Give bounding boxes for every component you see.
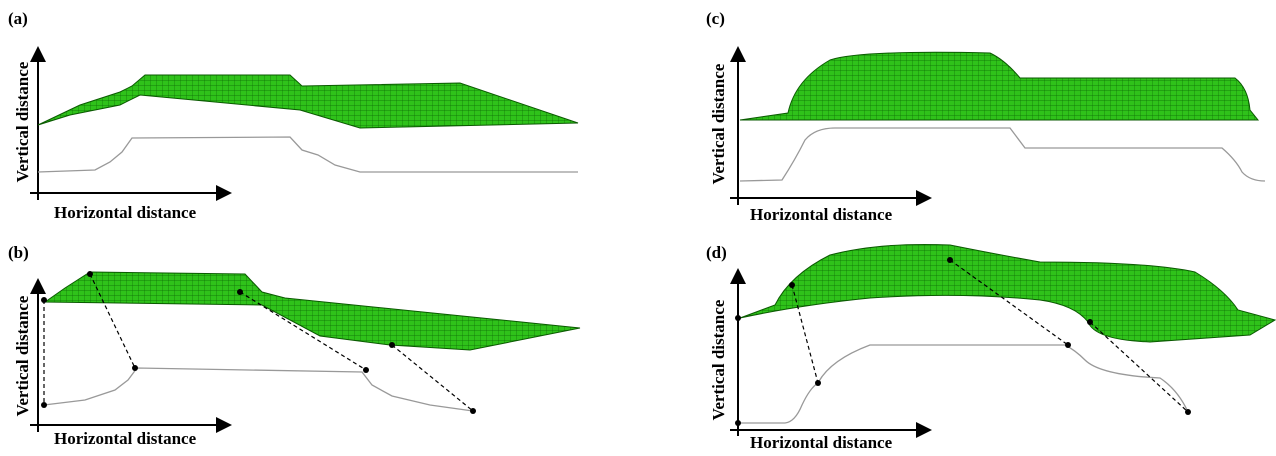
panel-label: (a) (8, 9, 28, 28)
x-axis-label: Horizontal distance (750, 205, 893, 224)
figure: (a) Vertical distance Horizontal distanc… (0, 0, 1276, 456)
y-axis-label: Vertical distance (709, 299, 728, 420)
panel-label: (b) (8, 243, 29, 262)
panel-a: (a) Vertical distance Horizontal distanc… (8, 9, 578, 222)
x-axis-label: Horizontal distance (54, 429, 197, 448)
panel-d: (d) Vertical distance Horizontal distanc… (706, 243, 1275, 452)
profile-line (38, 137, 578, 172)
y-axis-label: Vertical distance (709, 63, 728, 184)
mesh-surface (740, 52, 1258, 120)
profile-line (740, 345, 1188, 423)
mesh-surface (740, 244, 1275, 342)
x-axis-label: Horizontal distance (54, 203, 197, 222)
panel-b: (b) Vertical distance Horizontal distanc… (8, 243, 580, 448)
profile-line (44, 368, 473, 411)
y-axis-label: Vertical distance (13, 295, 32, 416)
mesh-surface (38, 75, 578, 128)
panel-label: (c) (706, 9, 725, 28)
x-axis-label: Horizontal distance (750, 433, 893, 452)
panel-label: (d) (706, 243, 727, 262)
panel-c: (c) Vertical distance Horizontal distanc… (706, 9, 1265, 224)
mesh-surface (45, 272, 580, 350)
profile-line (740, 128, 1265, 181)
y-axis-label: Vertical distance (13, 61, 32, 182)
